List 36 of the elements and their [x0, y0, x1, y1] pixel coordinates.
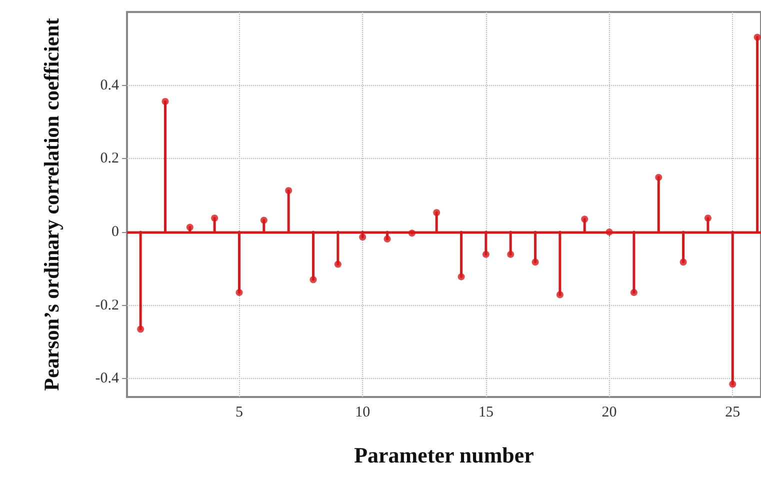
- point: [507, 250, 514, 258]
- point: [310, 276, 317, 284]
- point: [556, 291, 564, 298]
- point: [433, 209, 440, 216]
- point: [384, 235, 391, 242]
- point: [754, 34, 761, 41]
- point: [211, 214, 218, 222]
- point: [482, 250, 490, 258]
- y-tick-label: -0.2: [95, 297, 119, 314]
- point: [630, 289, 638, 296]
- point: [137, 326, 144, 333]
- point: [285, 187, 292, 194]
- point: [236, 289, 243, 296]
- y-tick-label: -0.4: [95, 370, 120, 387]
- x-tick-label: 5: [235, 404, 243, 420]
- point: [162, 98, 169, 105]
- point: [334, 260, 342, 268]
- y-axis-title: Pearson’s ordinary correlation coefficient: [40, 18, 64, 391]
- x-axis-title: Parameter number: [354, 442, 534, 468]
- x-tick-label: 15: [478, 404, 494, 420]
- point: [458, 273, 465, 280]
- y-tick-label: 0: [112, 224, 119, 240]
- point: [359, 234, 366, 241]
- point: [704, 214, 712, 222]
- point: [729, 380, 736, 388]
- point: [260, 216, 268, 224]
- point: [680, 258, 687, 266]
- y-tick-label: 0.4: [100, 77, 120, 94]
- point: [581, 216, 588, 223]
- y-tick-label: 0.2: [100, 150, 119, 167]
- point: [655, 174, 662, 181]
- x-tick-label: 20: [602, 404, 617, 420]
- point: [186, 224, 194, 231]
- x-tick-label: 10: [355, 404, 370, 420]
- x-tick-label: 25: [725, 404, 740, 420]
- point: [532, 258, 539, 266]
